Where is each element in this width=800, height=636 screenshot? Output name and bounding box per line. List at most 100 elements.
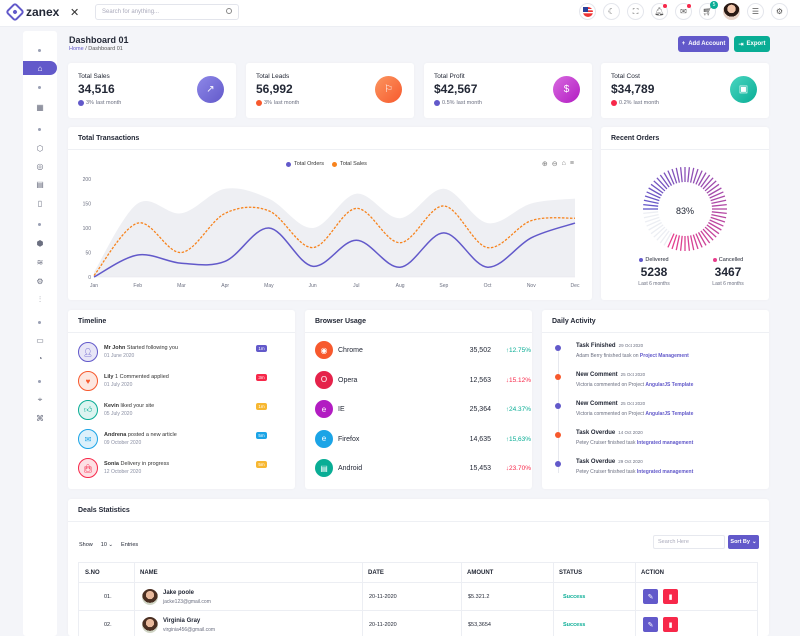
breadcrumb-home-link[interactable]: Home xyxy=(69,46,84,52)
sidebar-item-ecommerce[interactable]: ⬢ xyxy=(28,236,52,250)
export-button[interactable]: ⇥ Export xyxy=(734,36,770,52)
app-logo[interactable]: zanex xyxy=(5,2,59,22)
zoom-in-icon[interactable]: ⊕ xyxy=(541,161,548,168)
sidebar-item-elements[interactable]: ⬡ xyxy=(28,141,52,155)
cart-icon[interactable]: 🛒︎ 5 xyxy=(699,1,718,20)
sidebar-item-maps[interactable]: ⌖ xyxy=(28,393,52,407)
dark-mode-moon-icon[interactable]: ☾ xyxy=(603,3,620,20)
cancelled-stat: Cancelled 3467 Last 6 months xyxy=(703,257,753,287)
table-row: 02. Virginia Gray virginia456@gmail.com 20-… xyxy=(79,611,757,636)
activity-link[interactable]: Project Management xyxy=(639,353,689,359)
time-badge: 1m xyxy=(256,345,267,352)
sidebar-item-pages[interactable]: ▤ xyxy=(28,177,52,191)
sidebar-item-charts[interactable]: ◔ xyxy=(28,351,52,365)
zoom-out-icon[interactable]: ⊖ xyxy=(551,161,558,168)
browser-row: O Opera 12,563 ↓15.12% xyxy=(315,370,581,393)
timeline-date: 05 July 2020 xyxy=(104,411,133,417)
timeline-action: Started following you xyxy=(126,345,178,351)
sidebar-item-forms[interactable]: ⫶ xyxy=(28,293,52,307)
gauge-tick xyxy=(704,226,717,238)
row-amount: $5.321.2 xyxy=(468,594,490,600)
activity-link[interactable]: Integrated management xyxy=(636,469,694,475)
search-input[interactable]: Search for anything... xyxy=(95,4,239,20)
activity-link[interactable]: AngularJS Template xyxy=(645,382,694,388)
row-sno: 02. xyxy=(104,622,112,628)
delivered-stat: Delivered 5238 Last 6 months xyxy=(629,257,679,287)
browser-row: ▤ Android 15,453 ↓23.70% xyxy=(315,459,581,481)
delete-button[interactable]: ▮ xyxy=(663,617,678,632)
gauge-tick xyxy=(702,177,714,190)
reset-home-icon[interactable]: ⌂ xyxy=(561,160,566,167)
activity-title: New Comment 25 Oct 2020 xyxy=(576,372,645,378)
chevron-down-icon: ⌄ xyxy=(751,539,757,545)
legend-item[interactable]: Total Sales xyxy=(331,161,367,167)
add-account-button[interactable]: + Add Account xyxy=(678,36,729,52)
gauge-tick xyxy=(659,230,670,244)
sidebar-category-dot xyxy=(38,128,41,131)
sidebar-item-dashboard[interactable]: ⌂ xyxy=(23,61,57,75)
gauge-tick xyxy=(648,221,662,231)
timeline-user[interactable]: Andrena xyxy=(104,432,127,438)
activity-desc: Victoria commented on Project AngularJS … xyxy=(576,411,693,417)
messages-icon[interactable]: ✉ xyxy=(675,3,692,20)
x-tick-label: Oct xyxy=(484,283,492,289)
delivered-dot xyxy=(639,258,644,262)
search-icon[interactable] xyxy=(226,8,232,14)
y-tick-label: 0 xyxy=(88,275,91,281)
firefox-icon: e xyxy=(315,429,333,448)
sidebar-item-files[interactable]: ▯ xyxy=(28,196,52,210)
cancelled-label: Cancelled xyxy=(718,257,744,263)
chrome-icon: ◉ xyxy=(315,341,333,359)
status-badge: Success xyxy=(563,594,586,600)
legend-item[interactable]: Total Orders xyxy=(286,161,324,167)
delete-button[interactable]: ▮ xyxy=(663,589,678,604)
arrow-up-icon: ↑ xyxy=(505,435,509,443)
timeline-user[interactable]: Lily xyxy=(104,374,114,380)
sidebar-item-clipboard[interactable]: ▭ xyxy=(28,333,52,347)
activity-title-text: Task Finished xyxy=(576,343,616,349)
sidebar-item-layers[interactable]: ≋ xyxy=(28,255,52,269)
edit-button[interactable]: ✎ xyxy=(643,589,658,604)
notification-bell-icon[interactable]: 🔔︎ xyxy=(651,3,668,20)
activity-desc-text: Victoria commented on Project xyxy=(576,382,644,388)
sidebar-item-advanced[interactable]: ◎ xyxy=(28,159,52,173)
sidebar-toggle-close-icon[interactable]: ✕ xyxy=(70,7,80,19)
menu-icon[interactable]: ☰ xyxy=(747,3,764,20)
gauge-tick xyxy=(700,230,711,244)
sidebar-item-icons[interactable]: ⌘ xyxy=(28,411,52,425)
table-header: S.NO NAME DATE AMOUNT STATUS ACTION xyxy=(79,563,757,636)
fullscreen-icon[interactable]: ⛶ xyxy=(627,3,644,20)
browser-value: 14,635 xyxy=(469,435,491,443)
activity-link[interactable]: AngularJS Template xyxy=(645,411,694,417)
activity-link[interactable]: Integrated management xyxy=(636,440,694,446)
sidebar-item-settings[interactable]: ⚙ xyxy=(28,274,52,288)
activity-desc: Petey Cruiser finished task Integrated m… xyxy=(576,469,693,475)
edit-pencil-icon: ✎ xyxy=(647,593,654,601)
timeline-user[interactable]: Sonia xyxy=(104,461,119,467)
sort-by-button[interactable]: Sort By ⌄ xyxy=(728,535,759,549)
column-divider xyxy=(362,563,363,636)
activity-desc-text: Victoria commented on Project xyxy=(576,411,644,417)
gauge-tick xyxy=(648,187,662,197)
activity-desc-text: Petey Cruiser finished task xyxy=(576,469,636,475)
user-avatar[interactable] xyxy=(723,3,740,20)
entries-select[interactable]: 10 ⌄ xyxy=(100,542,114,548)
column-header: S.NO xyxy=(85,570,100,576)
column-divider xyxy=(635,563,636,636)
browser-value: 25,364 xyxy=(469,406,491,413)
plus-icon: + xyxy=(681,41,686,47)
flag-icon[interactable] xyxy=(579,3,596,20)
timeline-user[interactable]: Mr John xyxy=(104,345,126,351)
y-tick-label: 100 xyxy=(83,226,92,232)
deals-search-input[interactable]: Search Here xyxy=(653,535,725,549)
row-name: Jake poole xyxy=(163,590,195,596)
settings-gear-icon[interactable]: ⚙ xyxy=(771,3,788,20)
arrow-up-icon: ↑ xyxy=(505,406,509,413)
timeline-user[interactable]: Kevin xyxy=(104,403,119,409)
sidebar-item-widgets[interactable]: ▦ xyxy=(28,100,52,114)
chart-menu-icon[interactable]: ≡ xyxy=(569,160,574,167)
gauge-tick xyxy=(667,170,675,185)
trash-icon: ▮ xyxy=(668,621,673,629)
cancelled-value: 3467 xyxy=(714,265,742,279)
edit-button[interactable]: ✎ xyxy=(643,617,658,632)
